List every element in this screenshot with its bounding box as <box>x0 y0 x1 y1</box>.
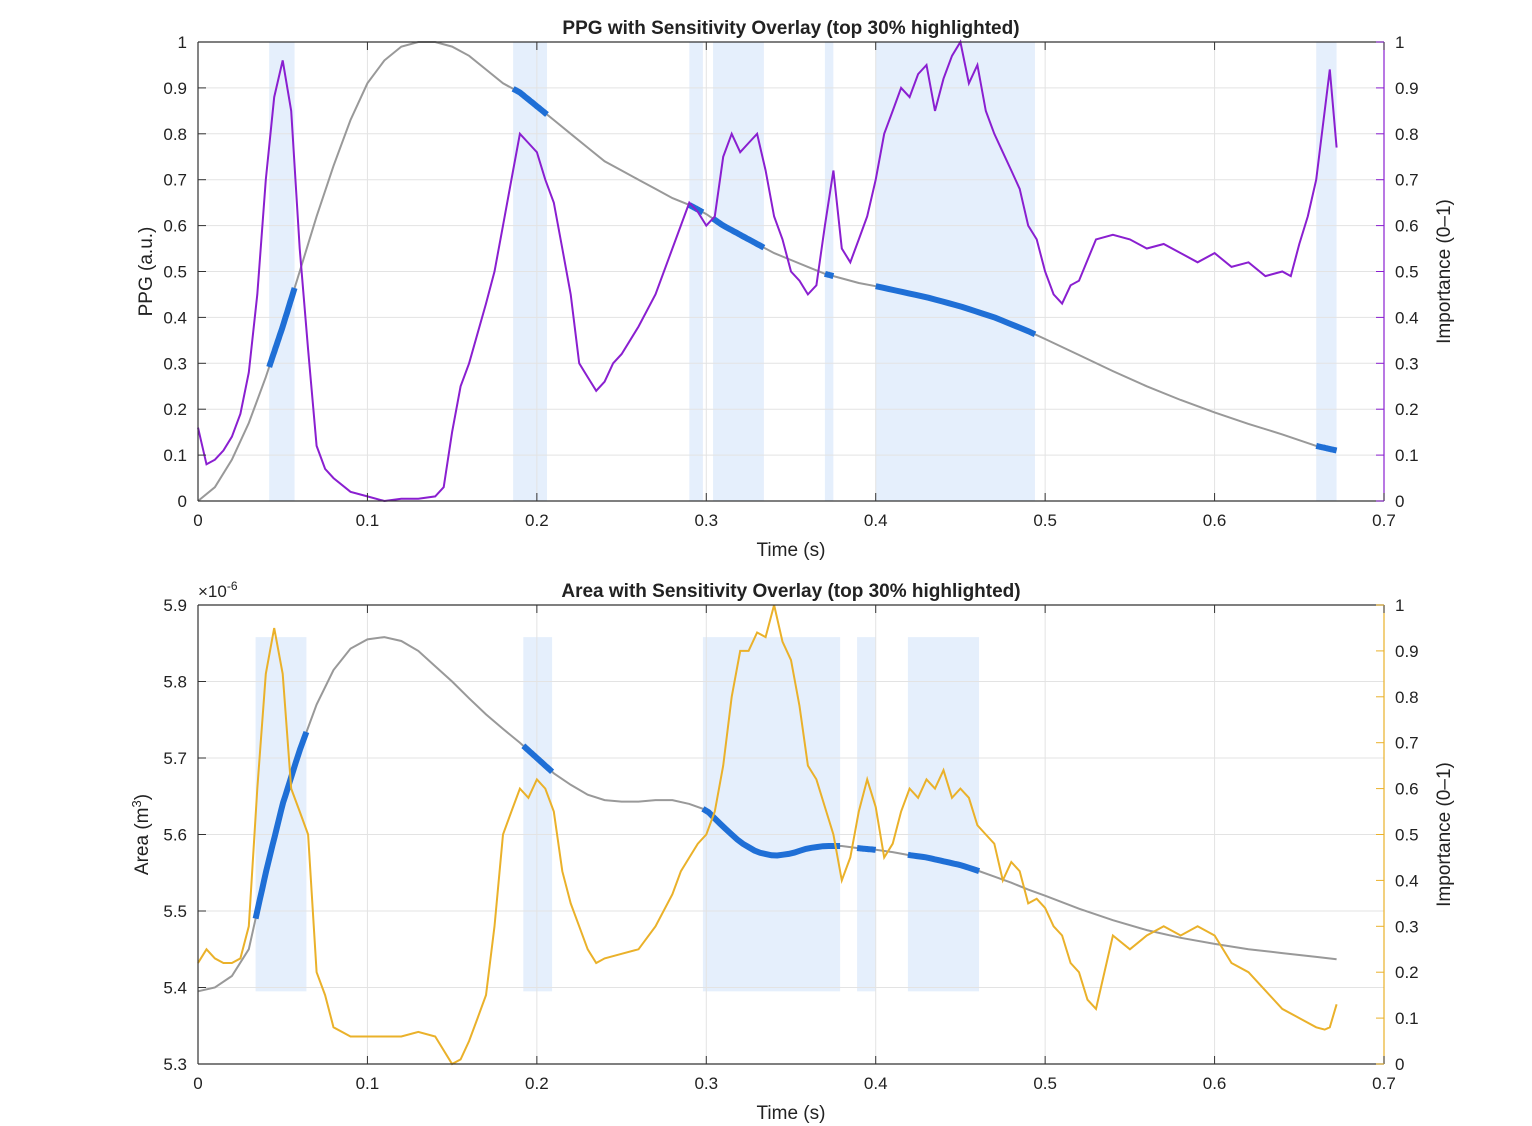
right-tick-label: 0.5 <box>1395 826 1419 845</box>
right-tick-label: 0.8 <box>1395 688 1419 707</box>
right-tick-label: 0.6 <box>1395 217 1419 236</box>
x-tick-label: 0.4 <box>864 1074 888 1093</box>
y-axis-label-superscript: 3 <box>129 800 144 807</box>
y-multiplier-base: ×10 <box>198 582 227 601</box>
x-axis-label: Time (s) <box>757 1103 826 1124</box>
x-tick-label: 0 <box>193 511 202 530</box>
y-axis-label-text: Area (m <box>132 807 153 875</box>
x-tick-label: 0.3 <box>694 1074 718 1093</box>
y-tick-label: 5.9 <box>163 596 187 615</box>
y-tick-label: 5.7 <box>163 749 187 768</box>
right-tick-label: 0.2 <box>1395 400 1419 419</box>
x-axis-label: Time (s) <box>757 540 826 561</box>
x-tick-label: 0.7 <box>1372 1074 1396 1093</box>
y-tick-label: 0.1 <box>163 446 187 465</box>
highlighted-segment <box>875 283 1037 338</box>
y-multiplier-exponent: -6 <box>227 579 238 593</box>
y-tick-label: 0.2 <box>163 400 187 419</box>
highlighted-segment <box>856 845 877 853</box>
x-tick-label: 0.2 <box>525 1074 549 1093</box>
right-tick-label: 0.9 <box>1395 79 1419 98</box>
highlighted-segment <box>511 86 549 117</box>
highlighted-segment <box>266 287 298 368</box>
area-axes: 0 0.1 0.2 0.3 0.4 0.5 0.6 0.7 5.3 5.4 5.5 5.6 5.7 5.8… <box>129 579 1455 1124</box>
y-tick-label: 5.5 <box>163 902 187 921</box>
ppg-axes: 0 0.1 0.2 0.3 0.4 0.5 0.6 0.700.10.20.30.40.50.… <box>136 18 1455 561</box>
right-tick-label: 0.1 <box>1395 446 1419 465</box>
importance-line <box>197 39 1338 503</box>
chart-title: Area with Sensitivity Overlay (top 30% h… <box>561 581 1020 602</box>
chart-title: PPG with Sensitivity Overlay (top 30% hi… <box>562 18 1019 39</box>
highlight-band <box>857 637 876 992</box>
y-tick-label: 0.8 <box>163 125 187 144</box>
importance-line <box>197 604 1338 1066</box>
y-tick-label: 5.6 <box>163 826 187 845</box>
y-axis-label-close: ) <box>132 794 153 800</box>
x-tick-label: 0.1 <box>356 511 380 530</box>
right-tick-label: 1 <box>1395 33 1404 52</box>
right-tick-label: 0.2 <box>1395 963 1419 982</box>
highlighted-segment <box>711 216 766 251</box>
right-tick-label: 0.7 <box>1395 171 1419 190</box>
y-tick-label: 5.3 <box>163 1055 187 1074</box>
highlight-band <box>523 637 553 992</box>
highlighted-segment <box>521 743 555 775</box>
x-tick-label: 0.5 <box>1033 511 1057 530</box>
y-multiplier: ×10-6 <box>198 579 238 601</box>
right-tick-label: 0.3 <box>1395 917 1419 936</box>
x-tick-label: 0.6 <box>1203 511 1227 530</box>
right-tick-label: 0.4 <box>1395 871 1419 890</box>
y-axis-label: PPG (a.u.) <box>136 227 157 317</box>
y-tick-label: 5.8 <box>163 673 187 692</box>
x-tick-label: 0.4 <box>864 511 888 530</box>
y-tick-label: 0.3 <box>163 354 187 373</box>
highlight-band <box>907 637 980 992</box>
right-tick-label: 0.4 <box>1395 308 1419 327</box>
right-tick-label: 0 <box>1395 1055 1404 1074</box>
right-axis-label: Importance (0–1) <box>1434 199 1455 344</box>
right-tick-label: 0.6 <box>1395 780 1419 799</box>
y-axis-label-text: PPG (a.u.) <box>136 227 157 317</box>
y-tick-label: 0.4 <box>163 308 187 327</box>
y-tick-label: 0.5 <box>163 263 187 282</box>
right-tick-label: 0.1 <box>1395 1009 1419 1028</box>
y-tick-label: 0.9 <box>163 79 187 98</box>
highlighted-segment <box>252 730 310 920</box>
highlighted-segment <box>823 270 835 280</box>
right-tick-label: 0.8 <box>1395 125 1419 144</box>
x-tick-label: 0.5 <box>1033 1074 1057 1093</box>
y-tick-label: 0.6 <box>163 217 187 236</box>
y-tick-label: 0 <box>178 492 187 511</box>
x-tick-label: 0 <box>193 1074 202 1093</box>
right-tick-label: 0.7 <box>1395 734 1419 753</box>
highlighted-segment <box>907 851 981 874</box>
highlight-band <box>702 637 841 992</box>
highlighted-segment <box>701 806 841 859</box>
right-axis-label: Importance (0–1) <box>1434 762 1455 907</box>
y-tick-label: 1 <box>178 33 187 52</box>
y-tick-label: 5.4 <box>163 979 187 998</box>
highlighted-segment <box>1315 442 1338 454</box>
right-tick-label: 0.3 <box>1395 354 1419 373</box>
signal-line <box>197 636 1337 993</box>
right-tick-label: 1 <box>1395 596 1404 615</box>
right-tick-label: 0 <box>1395 492 1404 511</box>
y-tick-label: 0.7 <box>163 171 187 190</box>
x-tick-label: 0.7 <box>1372 511 1396 530</box>
x-tick-label: 0.6 <box>1203 1074 1227 1093</box>
right-tick-label: 0.9 <box>1395 642 1419 661</box>
right-tick-label: 0.5 <box>1395 263 1419 282</box>
y-axis-label: Area (m3) <box>129 794 153 875</box>
x-tick-label: 0.3 <box>694 511 718 530</box>
x-tick-label: 0.2 <box>525 511 549 530</box>
x-tick-label: 0.1 <box>356 1074 380 1093</box>
